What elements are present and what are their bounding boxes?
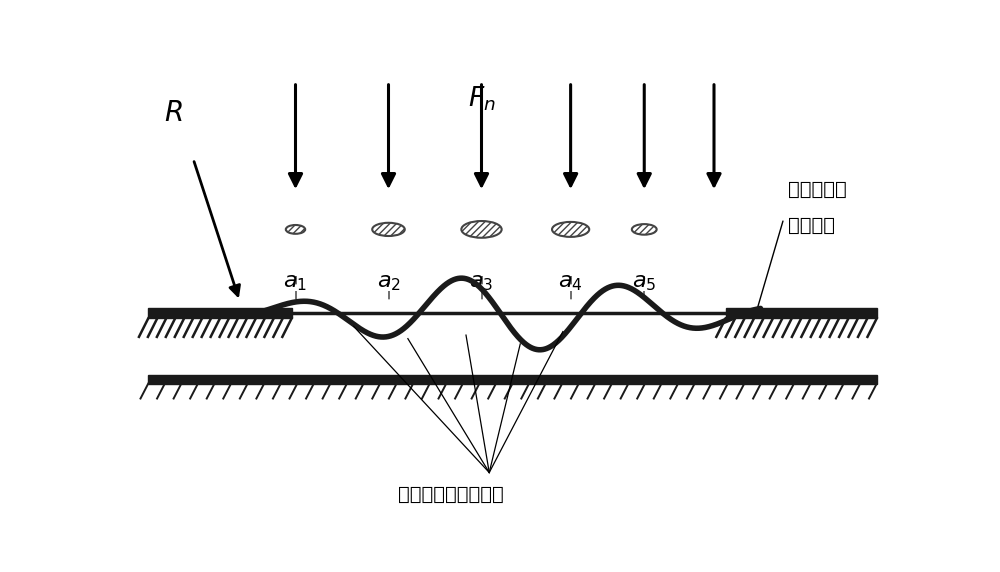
Polygon shape — [726, 308, 877, 319]
Polygon shape — [148, 375, 877, 384]
Text: $\mathbf{\mathit{a_4}}$: $\mathbf{\mathit{a_4}}$ — [558, 273, 583, 293]
Text: $\mathbf{\mathit{a_5}}$: $\mathbf{\mathit{a_5}}$ — [632, 273, 656, 293]
Text: $\mathbf{\mathit{a_1}}$: $\mathbf{\mathit{a_1}}$ — [283, 273, 308, 293]
Ellipse shape — [372, 223, 405, 236]
Polygon shape — [148, 308, 292, 319]
Text: $\mathbf{\mathit{F_n}}$: $\mathbf{\mathit{F_n}}$ — [468, 84, 495, 113]
Ellipse shape — [632, 224, 657, 235]
Text: $\mathbf{\mathit{a_3}}$: $\mathbf{\mathit{a_3}}$ — [469, 273, 494, 293]
Text: 飗粒的理想: 飗粒的理想 — [788, 180, 846, 199]
Ellipse shape — [461, 221, 502, 238]
Text: $\mathbf{\mathit{a_2}}$: $\mathbf{\mathit{a_2}}$ — [377, 273, 400, 293]
Text: $\mathbf{\mathit{R}}$: $\mathbf{\mathit{R}}$ — [164, 100, 182, 128]
Ellipse shape — [552, 222, 589, 237]
Text: 靶板表面的多微凸体: 靶板表面的多微凸体 — [398, 485, 503, 504]
Ellipse shape — [286, 225, 305, 234]
Text: 刚性平面: 刚性平面 — [788, 216, 835, 235]
